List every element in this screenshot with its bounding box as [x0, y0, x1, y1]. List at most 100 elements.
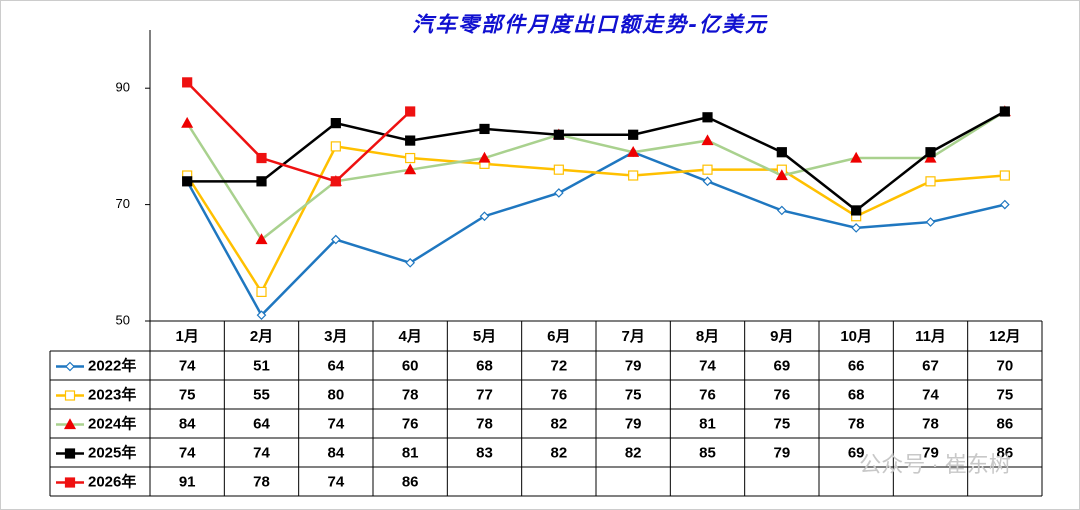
table-value: 74 [179, 444, 196, 461]
point [776, 205, 787, 216]
table-value: 74 [922, 386, 939, 403]
x-tick-label: 8月 [696, 328, 719, 345]
legend-marker [63, 418, 77, 430]
table-value: 86 [996, 415, 1013, 432]
table-value: 78 [848, 415, 865, 432]
table-value: 81 [402, 444, 419, 461]
point [256, 286, 267, 297]
table-value: 79 [625, 357, 642, 374]
y-tick-label: 90 [116, 80, 130, 95]
table-value: 82 [550, 415, 567, 432]
table-value: 83 [476, 444, 493, 461]
point [702, 112, 713, 123]
table-value: 78 [253, 473, 270, 490]
point [405, 106, 416, 117]
line [186, 81, 412, 183]
y-tick-label: 50 [116, 312, 130, 327]
x-tick-label: 4月 [398, 328, 421, 345]
x-tick-label: 12月 [989, 328, 1021, 345]
table-value: 76 [402, 415, 419, 432]
table-value: 69 [848, 444, 865, 461]
table-value: 84 [179, 415, 196, 432]
point [628, 129, 639, 140]
table-value: 72 [550, 357, 567, 374]
point [330, 234, 341, 245]
legend-marker [65, 361, 75, 372]
point [256, 176, 267, 187]
chart-title: 汽车零部件月度出口额走势-亿美元 [412, 12, 768, 37]
table-value: 84 [327, 444, 344, 461]
x-tick-label: 7月 [621, 328, 644, 345]
point [553, 164, 564, 175]
legend-label: 2022年 [88, 356, 136, 374]
point [925, 217, 936, 227]
point [479, 123, 490, 135]
legend-marker [64, 448, 76, 459]
point [628, 170, 639, 181]
point [181, 116, 194, 128]
watermark: 公众号 · 崔东树 [859, 452, 1011, 477]
point [405, 135, 416, 146]
point [627, 145, 640, 157]
table-value: 80 [327, 386, 344, 403]
table-value: 76 [550, 386, 567, 403]
x-tick-label: 5月 [473, 328, 496, 345]
table-value: 67 [922, 357, 939, 374]
x-tick-label: 2月 [250, 328, 273, 345]
point [775, 169, 788, 181]
point [255, 233, 268, 245]
table-value: 77 [476, 386, 493, 403]
series [182, 141, 1010, 297]
table-value: 51 [253, 357, 270, 374]
table-value: 78 [476, 415, 493, 432]
legend-marker [64, 477, 76, 488]
table-value: 64 [253, 415, 270, 432]
table-value: 75 [996, 386, 1013, 403]
line [187, 110, 1006, 213]
table-value: 64 [327, 357, 344, 374]
point [701, 134, 714, 146]
table-value: 86 [996, 444, 1013, 461]
point [330, 176, 341, 187]
legend-label: 2024年 [88, 414, 136, 432]
point [330, 118, 341, 129]
point [405, 152, 416, 164]
table-value: 76 [699, 386, 716, 403]
point [999, 199, 1010, 210]
table-value: 68 [848, 386, 865, 403]
series [182, 106, 1010, 216]
table-value: 74 [699, 357, 716, 374]
point [925, 147, 936, 158]
point [256, 310, 267, 321]
point [479, 211, 490, 222]
table-value: 85 [699, 444, 716, 461]
point [553, 188, 564, 198]
legend-label: 2026年 [88, 472, 136, 490]
table-value: 74 [179, 357, 196, 374]
point [999, 106, 1010, 117]
point [776, 147, 787, 158]
x-tick-label: 10月 [840, 328, 872, 345]
point [850, 151, 863, 163]
table-value: 69 [773, 357, 790, 374]
point [999, 170, 1010, 181]
table-value: 76 [773, 386, 790, 403]
legend-label: 2025年 [88, 443, 136, 461]
series [182, 77, 416, 187]
point [182, 77, 193, 88]
table-value: 60 [402, 357, 419, 374]
x-tick-label: 9月 [770, 328, 793, 345]
point [924, 151, 937, 163]
point [702, 176, 713, 187]
legend-label: 2023年 [88, 385, 136, 403]
point [851, 223, 862, 233]
legend-marker [64, 390, 76, 401]
point [182, 176, 193, 187]
x-tick-label: 11月 [915, 328, 946, 345]
table-value: 82 [625, 444, 642, 461]
table-value: 74 [327, 415, 344, 432]
point [330, 141, 341, 152]
point [405, 257, 416, 268]
